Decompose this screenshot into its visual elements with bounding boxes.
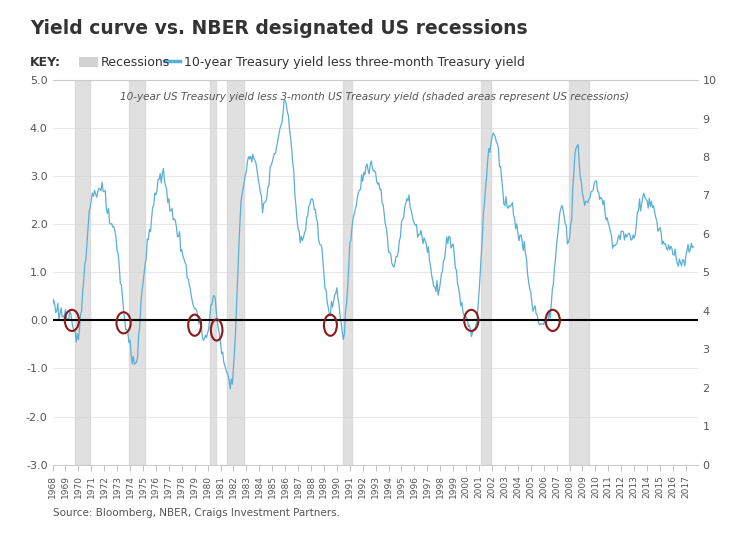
Bar (75, 80, 90, 465)
Bar (727, 80, 731, 465)
Bar (79, 57, 98, 67)
Text: 10-year Treasury yield less three-month Treasury yield: 10-year Treasury yield less three-month … (184, 56, 525, 69)
Text: KEY:: KEY: (30, 56, 61, 69)
Bar (129, 80, 146, 465)
Bar (344, 80, 352, 465)
Text: Yield curve vs. NBER designated US recessions: Yield curve vs. NBER designated US reces… (30, 19, 528, 38)
Bar (482, 80, 491, 465)
Bar (210, 80, 216, 465)
Text: Recessions: Recessions (101, 56, 170, 69)
Text: Source: Bloomberg, NBER, Craigs Investment Partners.: Source: Bloomberg, NBER, Craigs Investme… (53, 508, 340, 518)
Text: 10-year US Treasury yield less 3-month US Treasury yield (shaded areas represent: 10-year US Treasury yield less 3-month U… (121, 92, 629, 101)
Bar (568, 80, 589, 465)
Bar (227, 80, 244, 465)
